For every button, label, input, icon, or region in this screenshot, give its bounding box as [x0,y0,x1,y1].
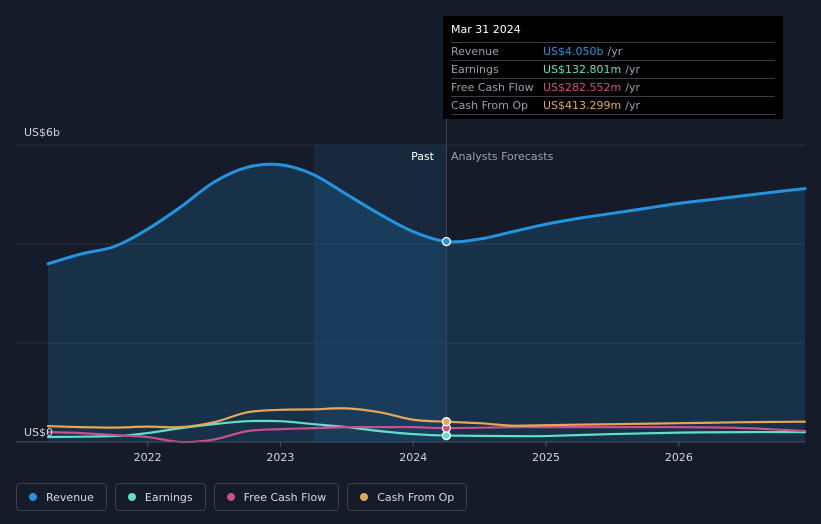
tooltip-unit: /yr [625,99,640,112]
tooltip-marker-dots [441,236,452,441]
tooltip-row-free-cash-flow: Free Cash Flow US$282.552m /yr [451,78,775,96]
y-axis-top-label: US$6b [24,126,60,139]
revenue-line [46,162,807,266]
tooltip-row-cash-from-op: Cash From Op US$413.299m /yr [451,96,775,115]
legend-label: Earnings [144,490,193,504]
legend-dot-icon [127,493,136,501]
earnings-line [46,419,807,439]
legend-label: Cash From Op [377,490,455,504]
tooltip-row-earnings: Earnings US$132.801m /yr [451,60,775,78]
forecast-label: Analysts Forecasts [451,150,554,163]
legend-dot-icon [360,493,369,501]
tooltip-value: US$282.552m [543,81,622,94]
legend-item-cash-from-op[interactable]: Cash From Op [347,483,468,511]
legend-item-earnings[interactable]: Earnings [114,483,206,511]
x-tick-label: 2023 [266,451,294,464]
past-label: Past [411,150,435,163]
series-lines [46,162,807,444]
legend-label: Revenue [46,490,94,504]
data-tooltip: Mar 31 2024 Revenue US$4.050b /yr Earnin… [443,16,783,119]
tooltip-value: US$132.801m [543,63,622,76]
x-tick-label: 2022 [134,451,162,464]
tooltip-unit: /yr [625,63,640,76]
tooltip-value: US$413.299m [543,99,622,112]
chart-legend: Revenue Earnings Free Cash Flow Cash Fro… [16,483,468,511]
legend-dot-icon [226,493,235,501]
tooltip-label: Free Cash Flow [451,81,534,94]
tooltip-label: Earnings [451,63,499,76]
legend-label: Free Cash Flow [243,490,327,504]
x-tick-label: 2024 [399,451,427,464]
cash-from-op-line [46,407,807,429]
x-tick-label: 2025 [532,451,560,464]
tooltip-date: Mar 31 2024 [451,23,521,36]
tooltip-row-revenue: Revenue US$4.050b /yr [451,42,775,60]
revenue-area [48,164,805,443]
past-highlight-band [313,145,447,442]
tooltip-unit: /yr [607,45,623,58]
tooltip-label: Cash From Op [451,99,529,112]
x-axis: 2022 2023 2024 2025 2026 [16,441,805,464]
free-cash-flow-line [46,425,807,444]
tooltip-unit: /yr [625,81,640,94]
legend-item-revenue[interactable]: Revenue [16,483,107,511]
cash-from-op-marker-dot [441,417,452,427]
x-tick-label: 2026 [665,451,693,464]
y-axis-zero-label: US$0 [24,426,53,439]
legend-dot-icon [29,493,37,501]
legend-item-free-cash-flow[interactable]: Free Cash Flow [213,483,340,511]
tooltip-value: US$4.050b [543,45,604,58]
revenue-area [48,164,805,443]
tooltip-label: Revenue [451,45,499,58]
revenue-marker-dot [441,236,452,247]
